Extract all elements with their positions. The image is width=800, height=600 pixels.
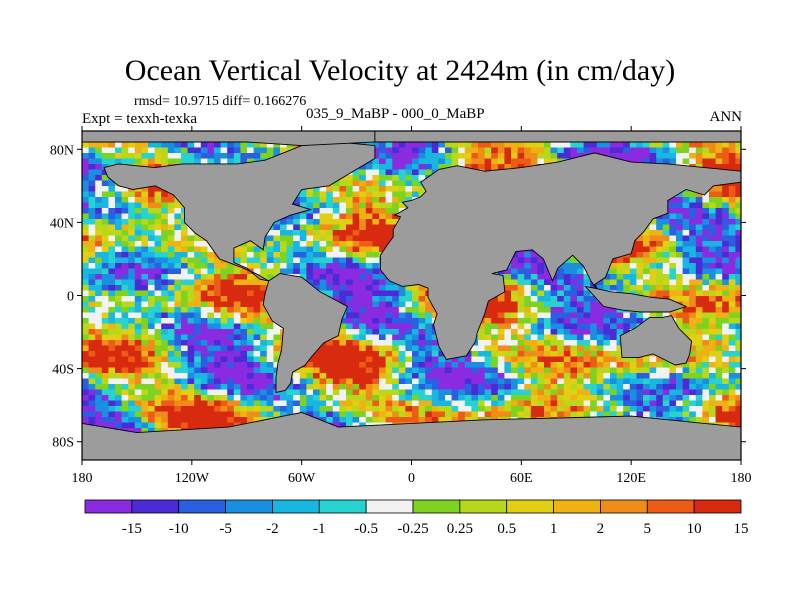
season-label: ANN: [709, 109, 743, 125]
colorbar-label: -0.25: [397, 521, 428, 537]
lon-label: 180: [72, 471, 93, 486]
lat-label: 80S: [52, 436, 74, 451]
colorbar-label: 1: [550, 521, 558, 537]
latitude-axis: 80N 40N 0 40S 80S: [50, 143, 746, 451]
rmsd-diff-stats: rmsd= 10.9715 diff= 0.166276: [134, 94, 307, 109]
colorbar: -15 -10 -5 -2 -1 -0.5 -0.25 0.25 0.5 1 2 5 10 15: [84, 499, 749, 537]
colorbar-label: 5: [644, 521, 652, 537]
colorbar-swatch: [553, 499, 601, 514]
colorbar-swatch: [646, 499, 695, 514]
colorbar-swatch: [84, 499, 133, 514]
colorbar-label: 0.5: [497, 521, 516, 537]
colorbar-swatch: [459, 499, 508, 514]
colorbar-swatch: [365, 499, 414, 514]
lat-label: 80N: [50, 143, 74, 158]
land-mask: [82, 131, 741, 460]
chart-title: Ocean Vertical Velocity at 2424m (in cm/…: [124, 54, 676, 87]
lon-label: 120E: [616, 471, 646, 486]
colorbar-label: -2: [266, 521, 279, 537]
lon-label: 60E: [510, 471, 533, 486]
colorbar-label: -5: [219, 521, 232, 537]
lon-label: 0: [408, 471, 415, 486]
arctic-strip-landmass: [374, 131, 741, 143]
colorbar-label: -0.5: [354, 521, 378, 537]
colorbar-swatch: [693, 499, 742, 514]
colorbar-label: 10: [687, 521, 702, 537]
longitude-axis: 180 120W 60W 0 60E 120E 180: [72, 126, 752, 486]
colorbar-swatch: [600, 499, 648, 514]
antarctica-landmass: [82, 412, 741, 460]
colorbar-swatch: [318, 499, 367, 514]
colorbar-label: -15: [122, 521, 142, 537]
colorbar-swatch: [412, 499, 461, 514]
lon-label: 180: [731, 471, 752, 486]
colorbar-swatch: [506, 499, 554, 514]
experiment-label: Expt = texxh-texka: [82, 111, 198, 127]
lat-label: 40S: [52, 363, 74, 378]
colorbar-swatch: [225, 499, 273, 514]
colorbar-label: 15: [734, 521, 749, 537]
colorbar-swatch: [272, 499, 320, 514]
colorbar-label: -10: [169, 521, 189, 537]
colorbar-label: 0.25: [447, 521, 473, 537]
new-guinea-indonesia-landmass: [584, 285, 688, 313]
lon-label: 60W: [288, 471, 316, 486]
south-america-landmass: [262, 273, 348, 393]
lat-label: 0: [67, 290, 74, 305]
lon-label: 120W: [175, 471, 210, 486]
case-label: 035_9_MaBP - 000_0_MaBP: [306, 106, 485, 122]
colorbar-label: -1: [313, 521, 326, 537]
australia-landmass: [619, 315, 693, 366]
colorbar-label: 2: [597, 521, 605, 537]
north-america-landmass: [103, 141, 376, 282]
colorbar-swatch: [178, 499, 226, 514]
lat-label: 40N: [50, 216, 74, 231]
colorbar-swatch: [131, 499, 180, 514]
